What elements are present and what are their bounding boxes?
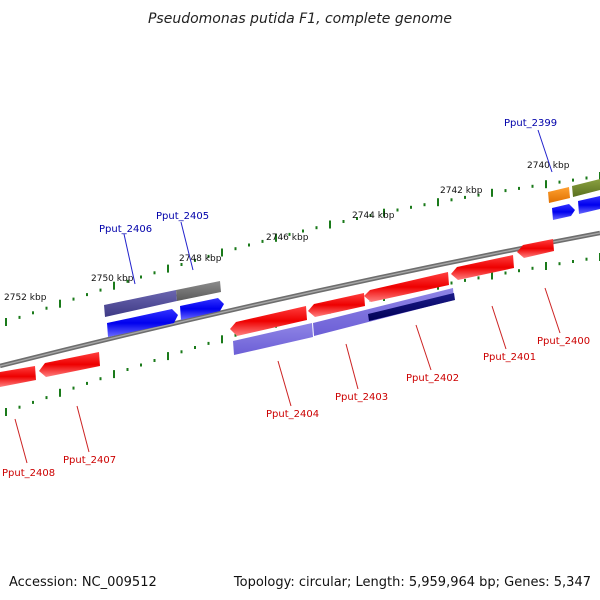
leader-2399 — [537, 129, 553, 173]
gene-reverse-2402[interactable] — [364, 272, 449, 302]
gene-label-pput-2405[interactable]: Pput_2405 — [156, 211, 209, 222]
ruler-label-2740: 2740 kbp — [527, 161, 570, 171]
gene-forward-2406[interactable] — [107, 309, 178, 337]
gene-reverse-2400[interactable] — [517, 239, 554, 258]
gene-label-pput-2400[interactable]: Pput_2400 — [537, 336, 590, 347]
gene-label-pput-2408[interactable]: Pput_2408 — [2, 468, 55, 479]
leader-2401 — [491, 305, 507, 350]
genome-backbone — [0, 230, 600, 369]
ruler-label-2742: 2742 kbp — [440, 186, 483, 196]
ruler-label-2748: 2748 kbp — [179, 254, 222, 264]
accession-text: Accession: NC_009512 — [9, 575, 157, 590]
gene-label-pput-2403[interactable]: Pput_2403 — [335, 392, 388, 403]
feature-lavender-2404[interactable] — [233, 323, 313, 355]
gene-label-pput-2399[interactable]: Pput_2399 — [504, 118, 557, 129]
feature-olive-2398[interactable] — [572, 179, 600, 197]
leader-2402 — [415, 324, 432, 371]
feature-gray-2405[interactable] — [176, 281, 221, 301]
genome-summary-text: Topology: circular; Length: 5,959,964 bp… — [233, 575, 591, 590]
leader-2406 — [123, 233, 136, 285]
gene-label-pput-2406[interactable]: Pput_2406 — [99, 224, 152, 235]
gene-label-pput-2402[interactable]: Pput_2402 — [406, 373, 459, 384]
gene-reverse-2401[interactable] — [451, 255, 514, 280]
leader-2405 — [180, 221, 194, 271]
gene-reverse-2404[interactable] — [230, 306, 307, 336]
leader-2407 — [76, 405, 90, 453]
ruler-label-2746: 2746 kbp — [266, 233, 309, 243]
gene-forward-2405[interactable] — [180, 298, 224, 320]
gene-reverse-2403[interactable] — [308, 293, 365, 317]
feature-orange-2399[interactable] — [548, 187, 570, 203]
leader-2404 — [277, 360, 292, 407]
gene-forward-2399[interactable] — [552, 204, 575, 220]
map-title: Pseudomonas putida F1, complete genome — [148, 11, 452, 27]
leader-2403 — [345, 343, 359, 390]
gene-reverse-2408[interactable] — [0, 366, 36, 387]
feature-slate-2406[interactable] — [104, 290, 177, 317]
feature-navy-2402[interactable] — [368, 293, 455, 321]
ruler-label-2752: 2752 kbp — [4, 293, 47, 303]
ruler-label-2744: 2744 kbp — [352, 211, 395, 221]
gene-label-pput-2404[interactable]: Pput_2404 — [266, 409, 319, 420]
gene-reverse-2407[interactable] — [39, 352, 100, 377]
leader-2408 — [14, 418, 28, 464]
leader-2400 — [544, 287, 561, 334]
ruler-ticks-outer — [5, 172, 600, 326]
gene-forward-2398[interactable] — [578, 196, 600, 214]
gene-label-pput-2401[interactable]: Pput_2401 — [483, 352, 536, 363]
ruler-label-2750: 2750 kbp — [91, 274, 134, 284]
gene-label-pput-2407[interactable]: Pput_2407 — [63, 455, 116, 466]
